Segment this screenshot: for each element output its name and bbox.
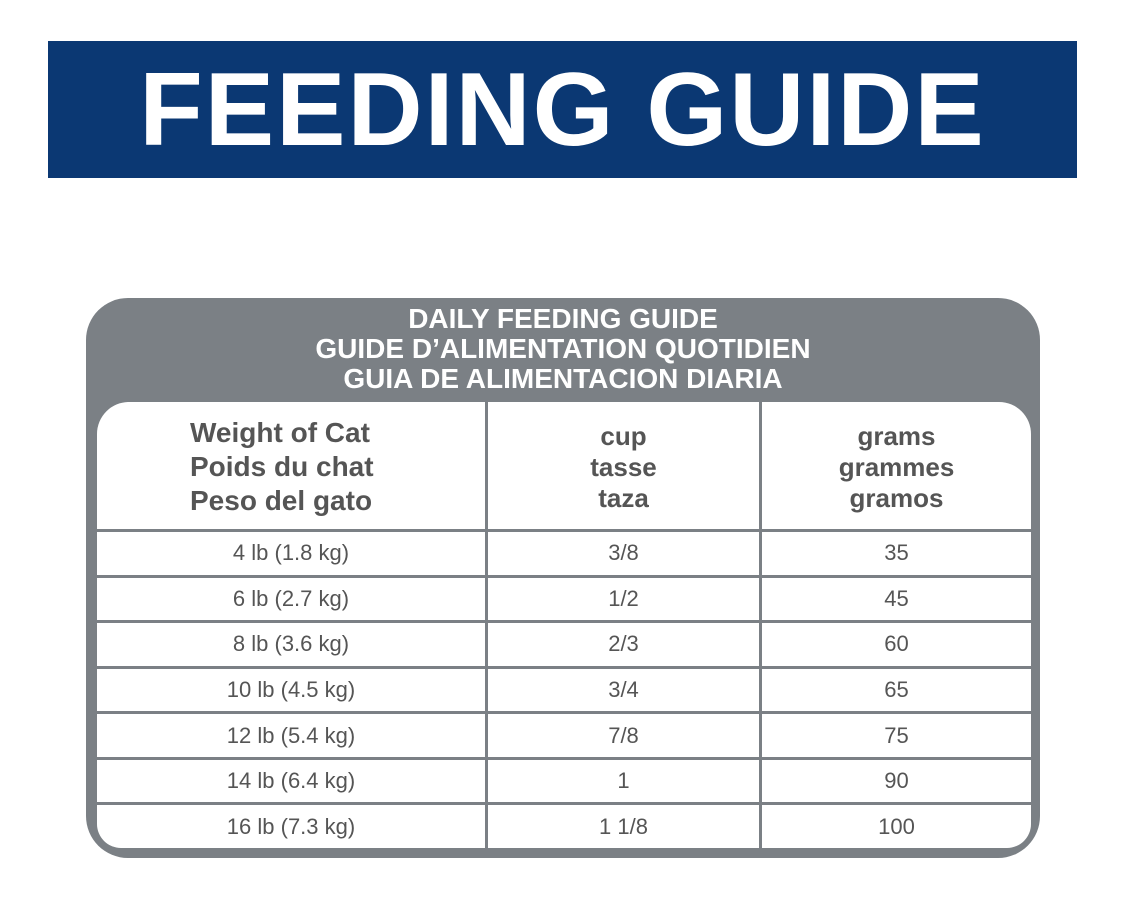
table-cell: 75	[759, 714, 1031, 757]
table-cell: 3/4	[485, 668, 759, 712]
table-cell: 16 lb (7.3 kg)	[226, 813, 356, 839]
table-title-line: DAILY FEEDING GUIDE	[408, 303, 718, 334]
table-cell: 12 lb (5.4 kg)	[226, 722, 356, 748]
banner: FEEDING GUIDE	[48, 41, 1077, 178]
table-cell: 65	[759, 668, 1031, 712]
header-line: Peso del gato	[190, 485, 373, 516]
table-frame: DAILY FEEDING GUIDE GUIDE D’ALIMENTATION …	[86, 298, 1040, 858]
table-cell: 2/3	[485, 623, 759, 666]
table-cell: 45	[759, 577, 1031, 621]
table-cell: 35	[759, 532, 1031, 575]
table-row: 16 lb (7.3 kg) 1 1/8 100	[97, 802, 1031, 848]
header-line: Poids du chat	[190, 451, 374, 482]
table-cell: 1 1/8	[485, 805, 759, 848]
table-cell: 4 lb (1.8 kg)	[232, 540, 350, 566]
table-cell: 3/8	[485, 532, 759, 575]
table-cell: 1	[485, 759, 759, 803]
table-title: DAILY FEEDING GUIDE GUIDE D’ALIMENTATION …	[86, 304, 1040, 394]
table-cell: 10 lb (4.5 kg)	[226, 676, 356, 702]
header-line: gramos	[849, 482, 944, 513]
table-cell: 14 lb (6.4 kg)	[226, 768, 356, 794]
header-cell: grams grammes gramos	[759, 402, 1031, 532]
table-row: 8 lb (3.6 kg) 2/3 60	[97, 620, 1031, 666]
table-cell: 60	[759, 623, 1031, 666]
table-title-line: GUIDE D’ALIMENTATION QUOTIDIEN	[315, 333, 811, 364]
table-row: 12 lb (5.4 kg) 7/8 75	[97, 711, 1031, 757]
table: Weight of Cat Poids du chat Peso del gato c…	[97, 402, 1031, 848]
header-cell: Weight of Cat Poids du chat Peso del gato	[97, 402, 485, 532]
table-title-line: GUIA DE ALIMENTACION DIARIA	[343, 363, 783, 394]
table-cell: 1/2	[485, 577, 759, 621]
header-line: tasse	[590, 451, 657, 482]
header-cell: cup tasse taza	[485, 402, 759, 532]
table-cell: 8 lb (3.6 kg)	[232, 631, 350, 657]
header-row: Weight of Cat Poids du chat Peso del gato c…	[97, 402, 1031, 532]
header-line: cup	[600, 420, 647, 451]
table-row: 4 lb (1.8 kg) 3/8 35	[97, 529, 1031, 575]
header-line: Weight of Cat	[190, 417, 370, 448]
header-line: grams	[857, 420, 936, 451]
table-row: 6 lb (2.7 kg) 1/2 45	[97, 574, 1031, 621]
header-line: taza	[598, 482, 649, 513]
table-cell: 100	[759, 805, 1031, 848]
banner-title: FEEDING GUIDE	[139, 51, 986, 168]
header-line: grammes	[838, 451, 955, 482]
table-row: 14 lb (6.4 kg) 1 90	[97, 756, 1031, 803]
table-cell: 6 lb (2.7 kg)	[232, 585, 350, 611]
table-cell: 90	[759, 759, 1031, 803]
table-row: 10 lb (4.5 kg) 3/4 65	[97, 665, 1031, 712]
table-cell: 7/8	[485, 714, 759, 757]
